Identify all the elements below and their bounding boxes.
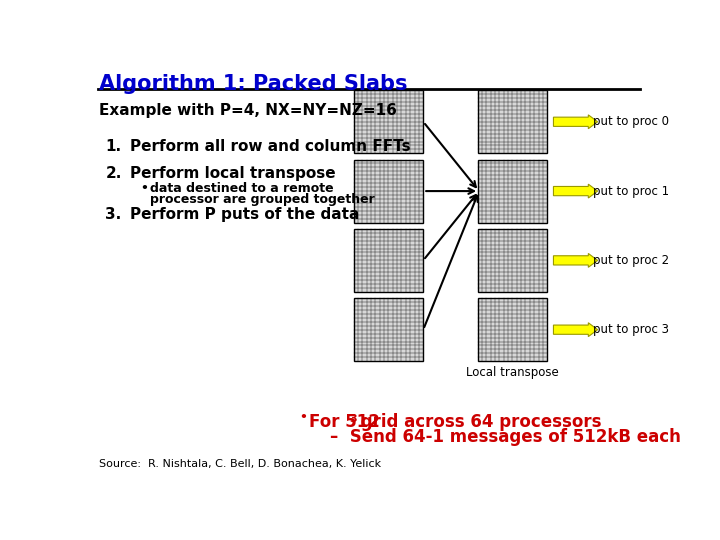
Text: –  Send 64-1 messages of 512kB each: – Send 64-1 messages of 512kB each: [330, 428, 681, 446]
Text: •: •: [140, 182, 148, 195]
Text: 2.: 2.: [106, 166, 122, 181]
Text: data destined to a remote: data destined to a remote: [150, 182, 333, 195]
Text: Perform local transpose: Perform local transpose: [130, 166, 336, 181]
Text: 3: 3: [350, 414, 357, 423]
Bar: [477, 229, 547, 292]
Bar: [354, 159, 423, 222]
Text: processor are grouped together: processor are grouped together: [150, 193, 374, 206]
FancyArrow shape: [554, 184, 598, 198]
Bar: [477, 298, 547, 361]
Bar: [354, 90, 423, 153]
Text: Perform all row and column FFTs: Perform all row and column FFTs: [130, 139, 411, 154]
Text: 3.: 3.: [106, 207, 122, 222]
Bar: [354, 229, 423, 292]
FancyArrow shape: [554, 323, 598, 336]
FancyArrow shape: [554, 253, 598, 267]
Bar: [477, 159, 547, 222]
Bar: [477, 90, 547, 153]
Text: Source:  R. Nishtala, C. Bell, D. Bonachea, K. Yelick: Source: R. Nishtala, C. Bell, D. Bonache…: [99, 459, 382, 469]
Text: put to proc 0: put to proc 0: [593, 115, 669, 129]
Text: Algorithm 1: Packed Slabs: Algorithm 1: Packed Slabs: [99, 74, 408, 94]
Text: put to proc 2: put to proc 2: [593, 254, 669, 267]
Text: Perform P puts of the data: Perform P puts of the data: [130, 207, 360, 222]
Text: put to proc 3: put to proc 3: [593, 323, 669, 336]
Text: put to proc 1: put to proc 1: [593, 185, 669, 198]
Bar: [354, 298, 423, 361]
Text: For 512: For 512: [310, 413, 380, 431]
Text: Local transpose: Local transpose: [466, 366, 559, 379]
Text: grid across 64 processors: grid across 64 processors: [355, 413, 601, 431]
Text: 1.: 1.: [106, 139, 122, 154]
FancyArrow shape: [554, 115, 598, 129]
Text: •: •: [300, 411, 307, 424]
Text: Example with P=4, NX=NY=NZ=16: Example with P=4, NX=NY=NZ=16: [99, 103, 397, 118]
